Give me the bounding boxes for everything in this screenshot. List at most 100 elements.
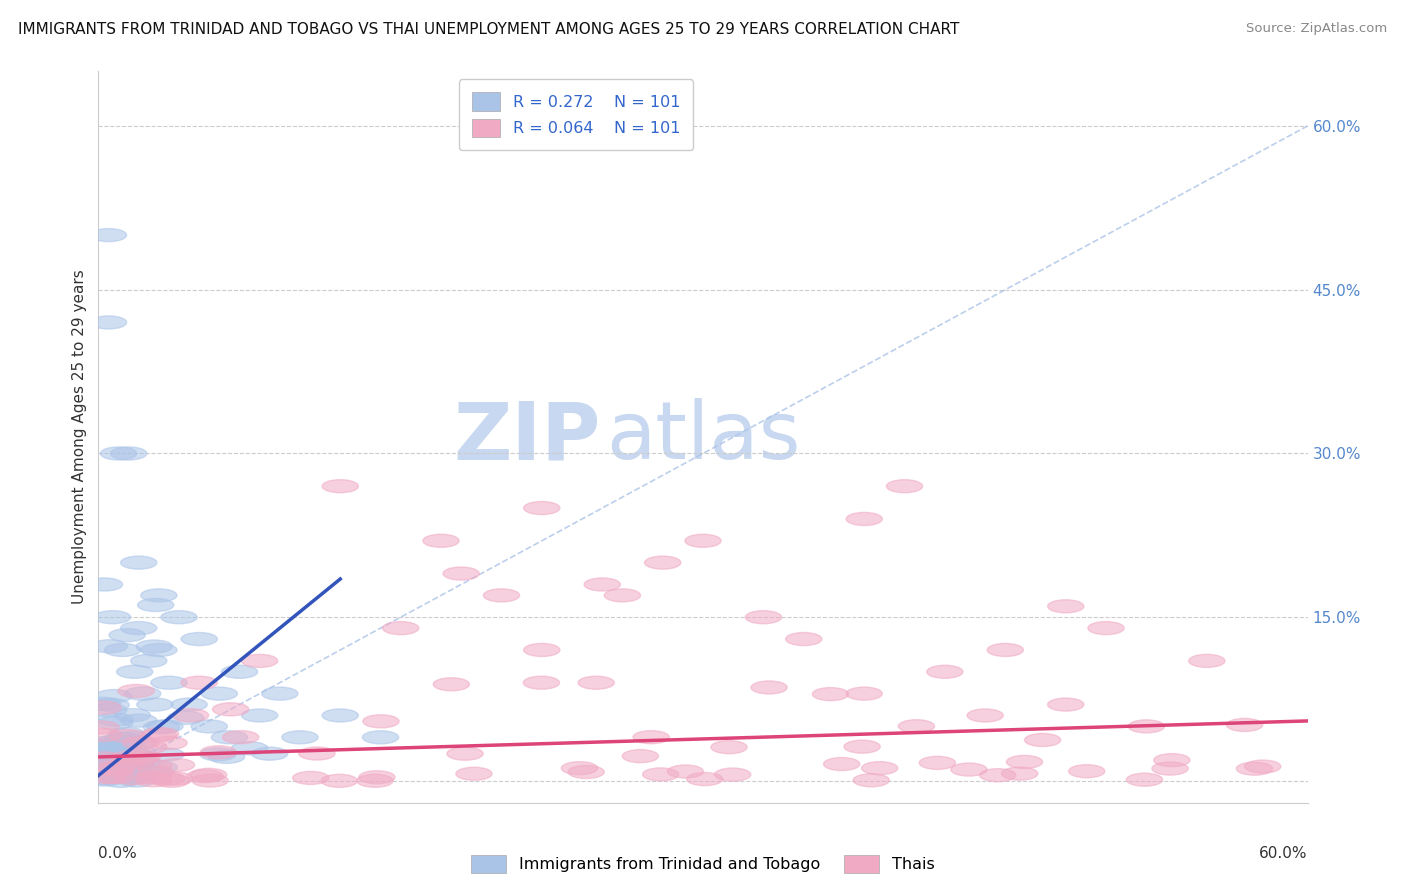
- Ellipse shape: [846, 687, 883, 700]
- Ellipse shape: [1128, 720, 1164, 733]
- Ellipse shape: [1001, 767, 1038, 780]
- Ellipse shape: [131, 655, 167, 667]
- Y-axis label: Unemployment Among Ages 25 to 29 years: Unemployment Among Ages 25 to 29 years: [72, 269, 87, 605]
- Ellipse shape: [886, 480, 922, 492]
- Ellipse shape: [103, 774, 139, 788]
- Ellipse shape: [862, 762, 898, 774]
- Ellipse shape: [114, 772, 150, 785]
- Ellipse shape: [83, 721, 120, 734]
- Ellipse shape: [98, 761, 135, 773]
- Ellipse shape: [1088, 622, 1125, 635]
- Ellipse shape: [813, 688, 849, 700]
- Ellipse shape: [1152, 762, 1188, 775]
- Ellipse shape: [159, 758, 194, 772]
- Ellipse shape: [208, 750, 245, 764]
- Ellipse shape: [583, 578, 620, 591]
- Ellipse shape: [91, 765, 127, 779]
- Ellipse shape: [138, 766, 174, 779]
- Ellipse shape: [846, 512, 883, 525]
- Ellipse shape: [1226, 718, 1263, 731]
- Ellipse shape: [111, 761, 146, 773]
- Ellipse shape: [363, 731, 399, 744]
- Ellipse shape: [117, 665, 153, 678]
- Ellipse shape: [292, 772, 329, 784]
- Text: 0.0%: 0.0%: [98, 847, 138, 862]
- Ellipse shape: [114, 731, 150, 745]
- Ellipse shape: [200, 747, 236, 761]
- Ellipse shape: [568, 765, 605, 779]
- Ellipse shape: [433, 678, 470, 690]
- Ellipse shape: [191, 768, 226, 781]
- Ellipse shape: [786, 632, 823, 646]
- Ellipse shape: [201, 687, 238, 700]
- Ellipse shape: [1007, 756, 1043, 769]
- Ellipse shape: [121, 556, 157, 569]
- Ellipse shape: [86, 729, 121, 741]
- Text: IMMIGRANTS FROM TRINIDAD AND TOBAGO VS THAI UNEMPLOYMENT AMONG AGES 25 TO 29 YEA: IMMIGRANTS FROM TRINIDAD AND TOBAGO VS T…: [18, 22, 960, 37]
- Ellipse shape: [86, 773, 122, 786]
- Ellipse shape: [143, 721, 180, 733]
- Ellipse shape: [120, 760, 156, 773]
- Ellipse shape: [1154, 754, 1189, 767]
- Ellipse shape: [97, 771, 134, 783]
- Ellipse shape: [111, 734, 148, 747]
- Ellipse shape: [200, 746, 236, 759]
- Ellipse shape: [222, 731, 259, 744]
- Ellipse shape: [633, 731, 669, 744]
- Ellipse shape: [91, 640, 128, 653]
- Ellipse shape: [83, 772, 120, 785]
- Ellipse shape: [523, 676, 560, 690]
- Ellipse shape: [91, 768, 128, 781]
- Ellipse shape: [87, 755, 124, 768]
- Ellipse shape: [322, 709, 359, 722]
- Ellipse shape: [927, 665, 963, 678]
- Ellipse shape: [84, 701, 121, 714]
- Ellipse shape: [117, 771, 153, 784]
- Ellipse shape: [98, 748, 134, 761]
- Ellipse shape: [93, 762, 129, 775]
- Ellipse shape: [211, 731, 247, 744]
- Ellipse shape: [605, 589, 641, 602]
- Ellipse shape: [122, 737, 159, 749]
- Ellipse shape: [110, 757, 146, 771]
- Ellipse shape: [82, 758, 118, 772]
- Ellipse shape: [89, 767, 125, 780]
- Ellipse shape: [104, 750, 141, 764]
- Ellipse shape: [108, 763, 145, 776]
- Ellipse shape: [105, 748, 142, 762]
- Ellipse shape: [141, 729, 177, 742]
- Ellipse shape: [578, 676, 614, 690]
- Legend: Immigrants from Trinidad and Tobago, Thais: Immigrants from Trinidad and Tobago, Tha…: [465, 848, 941, 880]
- Ellipse shape: [100, 746, 136, 759]
- Ellipse shape: [623, 749, 658, 763]
- Ellipse shape: [115, 769, 152, 782]
- Ellipse shape: [121, 714, 157, 727]
- Ellipse shape: [643, 768, 679, 780]
- Ellipse shape: [221, 665, 257, 678]
- Ellipse shape: [160, 611, 197, 624]
- Ellipse shape: [84, 760, 121, 773]
- Ellipse shape: [1047, 599, 1084, 613]
- Ellipse shape: [1047, 698, 1084, 711]
- Ellipse shape: [86, 578, 122, 591]
- Ellipse shape: [172, 698, 207, 711]
- Ellipse shape: [141, 761, 177, 774]
- Ellipse shape: [359, 771, 395, 784]
- Ellipse shape: [523, 501, 560, 515]
- Ellipse shape: [844, 740, 880, 753]
- Ellipse shape: [1025, 733, 1060, 747]
- Ellipse shape: [298, 747, 335, 760]
- Ellipse shape: [363, 714, 399, 728]
- Ellipse shape: [146, 720, 183, 733]
- Ellipse shape: [97, 771, 134, 784]
- Ellipse shape: [86, 752, 122, 765]
- Ellipse shape: [100, 769, 136, 782]
- Ellipse shape: [97, 762, 134, 775]
- Ellipse shape: [1236, 762, 1272, 775]
- Ellipse shape: [321, 774, 357, 788]
- Ellipse shape: [136, 698, 173, 711]
- Ellipse shape: [148, 748, 184, 761]
- Ellipse shape: [686, 772, 723, 786]
- Ellipse shape: [232, 741, 267, 755]
- Ellipse shape: [97, 716, 132, 730]
